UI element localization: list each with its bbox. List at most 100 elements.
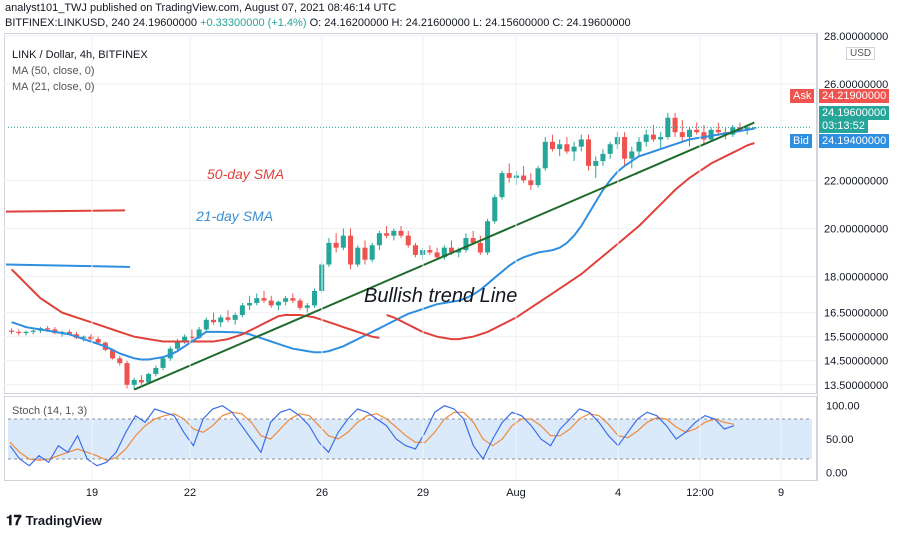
legend-stoch: Stoch (14, 1, 3) bbox=[12, 405, 88, 417]
tradingview-logo-icon: 𝟏𝟕 bbox=[6, 512, 22, 528]
stoch-k-line bbox=[9, 405, 735, 467]
legend-ma50: MA (50, close, 0) bbox=[12, 65, 95, 77]
time-tick-label: 19 bbox=[86, 487, 98, 499]
candle-body bbox=[225, 317, 231, 320]
ma21-line-stub bbox=[5, 263, 131, 268]
stoch-tick-label: 100.00 bbox=[826, 401, 860, 413]
candle-body bbox=[470, 238, 476, 243]
candle-body bbox=[239, 305, 245, 316]
candle-body bbox=[506, 173, 512, 178]
candle-body bbox=[528, 180, 534, 186]
candle-body bbox=[232, 315, 238, 320]
candle-body bbox=[665, 117, 671, 138]
symbol-info: BITFINEX:LINKUSD, 240 24.19600000 +0.333… bbox=[5, 17, 631, 29]
candle-body bbox=[196, 329, 202, 338]
candle-body bbox=[434, 252, 440, 258]
candle-body bbox=[593, 161, 599, 166]
last-price: 24.19600000 bbox=[819, 106, 890, 120]
candle-body bbox=[45, 328, 51, 330]
candle-body bbox=[297, 300, 303, 308]
candle-body bbox=[311, 290, 318, 306]
candle-body bbox=[146, 373, 152, 383]
time-tick-label: 12:00 bbox=[686, 487, 714, 499]
candle-body bbox=[16, 331, 22, 334]
candle-body bbox=[88, 336, 94, 340]
candle-body bbox=[355, 247, 361, 265]
candle-body bbox=[586, 139, 592, 166]
candle-body bbox=[499, 173, 505, 198]
annotation-sma50: 50-day SMA bbox=[207, 166, 285, 182]
ma50-line bbox=[386, 142, 755, 341]
stoch-pane[interactable] bbox=[4, 396, 817, 481]
candle-body bbox=[744, 127, 750, 130]
candle-body bbox=[578, 139, 584, 147]
time-tick-label: 26 bbox=[316, 487, 328, 499]
candle-body bbox=[398, 230, 404, 236]
symbol-name: BITFINEX:LINKUSD, 240 bbox=[5, 17, 130, 29]
legend-title: LINK / Dollar, 4h, BITFINEX bbox=[12, 49, 148, 61]
price-tick-label: 20.00000000 bbox=[824, 223, 888, 235]
candle-body bbox=[326, 242, 332, 265]
candle-body bbox=[441, 247, 447, 258]
ma21-line bbox=[213, 127, 755, 354]
candle-body bbox=[203, 319, 209, 330]
publish-info: analyst101_TWJ published on TradingView.… bbox=[5, 2, 397, 14]
candle-body bbox=[412, 245, 418, 255]
ask-value: 24.21900000 bbox=[819, 89, 890, 103]
stoch-tick-label: 50.00 bbox=[826, 434, 854, 446]
candle-body bbox=[549, 141, 555, 150]
candle-body bbox=[643, 134, 649, 142]
price-tick-label: 28.00000000 bbox=[824, 31, 888, 43]
candle-body bbox=[477, 242, 483, 253]
candle-body bbox=[124, 363, 130, 385]
candle-body bbox=[138, 379, 144, 383]
price-tick-label: 15.50000000 bbox=[824, 332, 888, 344]
candle-body bbox=[167, 348, 173, 359]
time-tick-label: 4 bbox=[615, 487, 621, 499]
annotation-trend-line: Bullish trend Line bbox=[364, 285, 518, 307]
candle-body bbox=[629, 151, 635, 159]
legend-ma21: MA (21, close, 0) bbox=[12, 81, 95, 93]
candle-body bbox=[189, 336, 195, 338]
candle-body bbox=[650, 134, 656, 140]
candle-body bbox=[348, 235, 354, 265]
price-tick-label: 22.00000000 bbox=[824, 175, 888, 187]
candle-body bbox=[463, 238, 469, 251]
annotation-sma21: 21-day SMA bbox=[196, 208, 274, 224]
price-tick-label: 26.00000000 bbox=[824, 79, 888, 91]
symbol-price: 24.19600000 bbox=[132, 17, 198, 29]
symbol-change: +0.33300000 (+1.4%) bbox=[200, 17, 307, 29]
candle-body bbox=[535, 168, 541, 186]
candle-body bbox=[492, 197, 498, 222]
candle-body bbox=[211, 319, 217, 323]
time-tick-label: 22 bbox=[184, 487, 196, 499]
bid-label: Bid bbox=[790, 134, 812, 148]
ma21-line-early bbox=[11, 321, 214, 361]
logo-text: TradingView bbox=[25, 513, 102, 528]
candle-body bbox=[636, 141, 642, 152]
candle-body bbox=[340, 235, 346, 248]
candle-body bbox=[614, 137, 620, 145]
candle-body bbox=[391, 230, 397, 236]
candle-body bbox=[247, 303, 253, 306]
candle-body bbox=[715, 129, 721, 133]
price-pane[interactable] bbox=[4, 33, 817, 394]
candle-body bbox=[405, 235, 411, 246]
bid-value: 24.19400000 bbox=[819, 134, 890, 148]
candle-body bbox=[131, 379, 137, 385]
bullish-trend-line bbox=[133, 121, 755, 391]
price-axis[interactable] bbox=[817, 33, 900, 481]
tradingview-logo[interactable]: 𝟏𝟕 TradingView bbox=[6, 512, 102, 529]
ma50-line-stub bbox=[5, 209, 126, 213]
price-tick-label: 13.50000000 bbox=[824, 380, 888, 392]
candle-body bbox=[117, 358, 123, 364]
candle-body bbox=[456, 250, 462, 253]
candle-body bbox=[283, 298, 289, 302]
candle-body bbox=[153, 367, 159, 374]
candle-body bbox=[275, 301, 281, 306]
candle-body bbox=[110, 349, 116, 359]
time-tick-label: 9 bbox=[778, 487, 784, 499]
candle-body bbox=[174, 341, 180, 349]
candle-body bbox=[95, 339, 101, 343]
